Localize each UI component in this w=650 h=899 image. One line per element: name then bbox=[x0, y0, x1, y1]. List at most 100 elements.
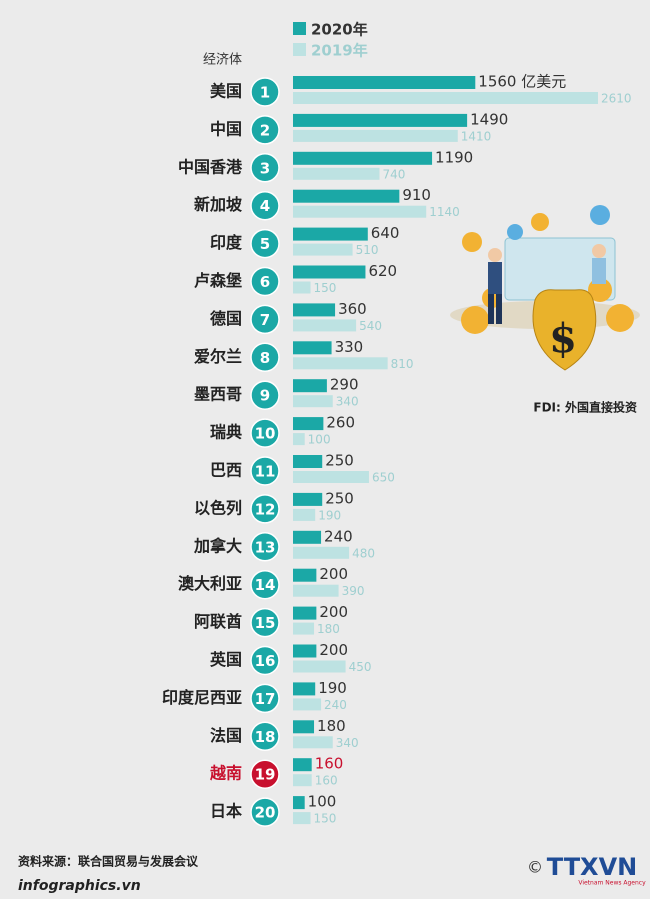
rank-label: 7 bbox=[260, 311, 270, 329]
value-label: 150 bbox=[314, 812, 337, 826]
value-label: 390 bbox=[342, 584, 365, 598]
value-label: 540 bbox=[359, 319, 382, 333]
rank-label: 19 bbox=[255, 766, 276, 784]
legend-label: 2019年 bbox=[311, 42, 368, 60]
category-label: 日本 bbox=[210, 802, 242, 821]
bar-2020 bbox=[293, 341, 332, 355]
bar-2019 bbox=[293, 584, 339, 597]
value-label: 240 bbox=[324, 698, 347, 712]
bar-2019 bbox=[293, 433, 305, 446]
logo-subtitle: Vietnam News Agency bbox=[578, 880, 646, 887]
bar-2020 bbox=[293, 720, 315, 734]
rank-label: 16 bbox=[255, 652, 276, 670]
value-label: 360 bbox=[338, 300, 367, 318]
rank-badge bbox=[250, 266, 280, 297]
category-label: 英国 bbox=[209, 650, 242, 669]
category-label: 美国 bbox=[210, 82, 242, 101]
value-label: 620 bbox=[368, 262, 397, 280]
rank-badge bbox=[250, 759, 280, 789]
value-label: 1410 bbox=[461, 129, 492, 143]
category-label: 加拿大 bbox=[193, 536, 242, 555]
value-label: 150 bbox=[314, 281, 337, 295]
bar-2020 bbox=[293, 379, 327, 393]
bar-2020 bbox=[293, 758, 312, 772]
bar-2020 bbox=[293, 568, 317, 582]
bar-2019 bbox=[293, 812, 311, 825]
legend-swatch bbox=[293, 43, 306, 56]
rank-label: 12 bbox=[255, 500, 276, 518]
bar-2019 bbox=[293, 471, 369, 483]
rank-badge bbox=[250, 721, 280, 752]
rank-badge bbox=[250, 683, 280, 714]
bar-2019 bbox=[293, 395, 333, 408]
bar-2020 bbox=[293, 189, 400, 203]
bar-2019 bbox=[293, 736, 333, 749]
bar-2019 bbox=[293, 129, 458, 142]
category-label: 澳大利亚 bbox=[178, 574, 242, 593]
value-label: 340 bbox=[336, 736, 359, 750]
rank-label: 8 bbox=[260, 349, 270, 367]
value-label: 180 bbox=[317, 717, 346, 735]
category-header: 经济体 bbox=[203, 53, 242, 68]
rank-label: 15 bbox=[255, 614, 276, 632]
legend-swatch bbox=[293, 22, 306, 35]
bar-2019 bbox=[293, 698, 322, 711]
category-label: 新加坡 bbox=[194, 195, 243, 214]
rank-badge bbox=[250, 380, 280, 410]
rank-badge bbox=[250, 418, 280, 448]
value-label: 200 bbox=[319, 565, 348, 583]
category-label: 爱尔兰 bbox=[194, 347, 242, 366]
bar-2019 bbox=[293, 660, 346, 673]
value-label: 160 bbox=[315, 774, 338, 788]
value-label: 200 bbox=[319, 603, 348, 621]
value-label: 480 bbox=[352, 546, 375, 560]
value-label: 250 bbox=[325, 452, 354, 470]
value-label: 160 bbox=[315, 755, 344, 773]
bar-2020 bbox=[293, 682, 316, 696]
rank-badge bbox=[250, 228, 280, 259]
svg-text:$: $ bbox=[549, 315, 577, 362]
category-label: 阿联酋 bbox=[194, 612, 242, 631]
value-label: 100 bbox=[308, 793, 337, 811]
bar-2019 bbox=[293, 622, 315, 635]
bar-2020 bbox=[293, 606, 317, 620]
rank-label: 14 bbox=[255, 576, 276, 594]
bar-2019 bbox=[293, 167, 380, 180]
rank-label: 10 bbox=[255, 425, 276, 443]
bar-2019 bbox=[293, 319, 357, 332]
bar-2019 bbox=[293, 774, 312, 787]
rank-label: 3 bbox=[260, 159, 270, 177]
value-label: 260 bbox=[326, 414, 355, 432]
category-label: 卢森堡 bbox=[194, 271, 242, 290]
rank-badge bbox=[250, 797, 280, 827]
category-label: 巴西 bbox=[210, 461, 242, 480]
bar-2019 bbox=[293, 546, 350, 559]
rank-label: 1 bbox=[260, 84, 270, 102]
value-label: 1140 bbox=[429, 205, 460, 219]
value-label: 650 bbox=[372, 471, 395, 485]
bar-2020 bbox=[293, 227, 368, 241]
bar-2020 bbox=[293, 113, 468, 127]
bar-2019 bbox=[293, 281, 311, 294]
rank-badge bbox=[250, 190, 280, 221]
rank-label: 11 bbox=[255, 463, 276, 481]
rank-badge bbox=[250, 77, 280, 107]
rank-badge bbox=[250, 115, 280, 145]
note: FDI: 外国直接投资 bbox=[533, 400, 637, 415]
value-label: 2610 bbox=[601, 92, 632, 106]
illustration: $ bbox=[450, 205, 640, 371]
category-label: 以色列 bbox=[194, 498, 242, 517]
bar-2019 bbox=[293, 508, 316, 521]
rank-label: 9 bbox=[260, 387, 270, 405]
category-label: 瑞典 bbox=[210, 423, 242, 442]
rank-label: 6 bbox=[260, 273, 270, 291]
value-label: 240 bbox=[324, 527, 353, 545]
bar-2019 bbox=[293, 357, 388, 370]
rank-label: 13 bbox=[255, 538, 276, 556]
value-label: 190 bbox=[318, 508, 341, 522]
bar-2020 bbox=[293, 303, 336, 317]
rank-badge bbox=[250, 569, 280, 600]
value-label: 910 bbox=[402, 186, 431, 204]
value-label: 290 bbox=[330, 376, 359, 394]
